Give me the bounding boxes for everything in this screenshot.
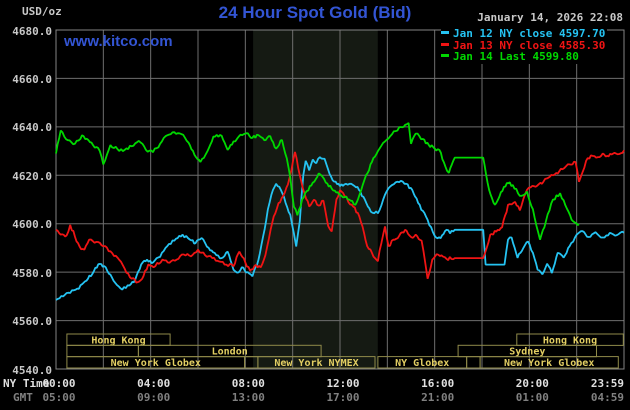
session-label: NY Globex — [395, 358, 449, 369]
y-axis-tick-label: 4560.0 — [12, 315, 52, 329]
legend: Jan 12 NY close 4597.70 Jan 13 NY close … — [441, 27, 608, 64]
session-box — [466, 356, 481, 369]
gmt-tick-label: 17:00 — [326, 391, 360, 404]
session-box — [257, 356, 376, 369]
gmt-tick-label: 13:00 — [231, 391, 265, 404]
y-axis-tick-label: 4540.0 — [12, 363, 52, 377]
plot-frame — [55, 29, 625, 370]
session-label: Hong Kong — [91, 335, 145, 346]
legend-row: Jan 13 NY close 4585.30 — [441, 38, 606, 52]
ny-time-tick-label: 16:00 — [421, 377, 455, 390]
session-label: Hong Kong — [543, 335, 597, 346]
gmt-tick-label: 05:00 — [42, 391, 76, 404]
session-label: New York Globex — [111, 358, 201, 369]
y-axis-tick-label: 4640.0 — [12, 121, 52, 135]
ny-time-tick-label: 20:00 — [515, 377, 549, 390]
page-title: 24 Hour Spot Gold (Bid) — [218, 3, 412, 22]
legend-row: Jan 14 Last 4599.80 — [441, 51, 605, 63]
kitco-site-link[interactable]: www.kitco.com — [64, 33, 173, 50]
gmt-tick-label: 04:59 — [590, 391, 624, 404]
y-axis-units-label: USD/oz — [22, 5, 62, 18]
y-axis-tick-label: 4580.0 — [12, 266, 52, 280]
legend-label: Jan 13 NY close 4585.30 — [453, 38, 606, 52]
gmt-tick-label: 01:00 — [515, 391, 549, 404]
y-axis-tick-label: 4600.0 — [12, 218, 52, 232]
legend-row: Jan 12 NY close 4597.70 — [441, 28, 605, 40]
ny-time-tick-label: 12:00 — [326, 377, 360, 390]
ny-time-tick-label: 08:00 — [231, 377, 265, 390]
jan14-line-marker-icon — [441, 54, 449, 57]
y-axis-tick-label: 4680.0 — [12, 24, 52, 38]
gmt-tick-label: 21:00 — [421, 391, 455, 404]
series-line-jan14 — [55, 122, 580, 240]
session-label: New York NYMEX — [274, 358, 358, 369]
ny-time-axis-label: NY Time — [3, 377, 50, 390]
series-line-jan12 — [55, 156, 625, 301]
jan13-line-marker-icon — [441, 42, 449, 46]
ny-time-tick-label: 00:00 — [42, 377, 76, 390]
ny-time-tick-label: 23:59 — [590, 377, 624, 390]
legend-label: Jan 12 NY close 4597.70 — [453, 27, 606, 40]
nymex-session-shading — [253, 30, 378, 369]
y-axis-tick-label: 4620.0 — [12, 169, 52, 183]
session-label: New York Globex — [504, 358, 594, 369]
series-line-jan13 — [55, 149, 625, 284]
legend-label: Jan 14 Last 4599.80 — [453, 50, 579, 63]
y-axis-tick-label: 4660.0 — [12, 72, 52, 86]
session-label: London — [212, 347, 248, 358]
chart-timestamp: January 14, 2026 22:08 — [477, 11, 623, 24]
gmt-axis-label: GMT — [13, 391, 33, 404]
session-label: Sydney — [509, 347, 545, 358]
jan12-line-marker-icon — [441, 31, 449, 34]
session-box — [66, 344, 139, 358]
ny-time-tick-label: 04:00 — [137, 377, 171, 390]
gmt-tick-label: 09:00 — [137, 391, 171, 404]
session-box — [479, 356, 619, 369]
